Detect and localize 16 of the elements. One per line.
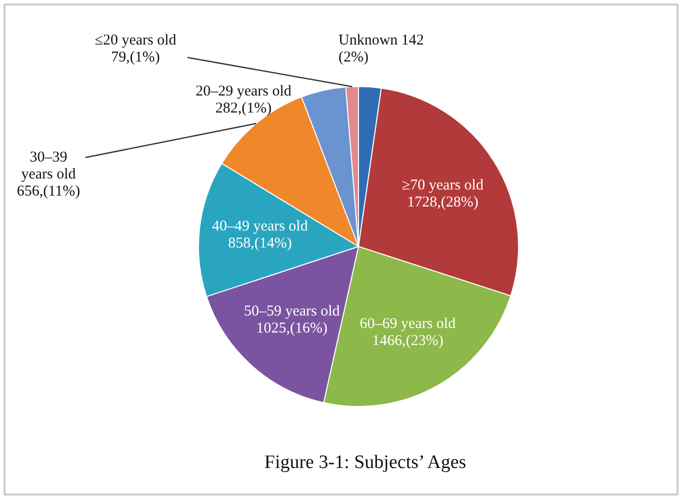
data-label: 858,(14%) [228,236,292,252]
text: Figure 3-1: Subjects’ Ages [264,452,466,473]
slice-label: 20–29 years old [196,84,292,100]
slice-label: 50–59 years old [244,304,340,320]
slice-label: ≤20 years old [94,32,177,48]
data-label: 1466,(23%) [372,333,444,350]
slice-label: 60–69 years old [360,316,456,332]
data-label: 1728,(28%) [407,194,478,211]
data-label: 656,(11%) [16,184,80,200]
data-label: 1025,(16%) [256,320,328,337]
slice-label: 40–49 years old [212,218,308,235]
slice-label: Unknown 142 (2%) [338,32,424,66]
data-label: 79,(1%) [111,50,160,66]
slice-label: 30–39 years old [21,150,76,182]
data-label: 282,(1%) [215,100,272,116]
slice-label: ≥70 years old [402,178,484,194]
